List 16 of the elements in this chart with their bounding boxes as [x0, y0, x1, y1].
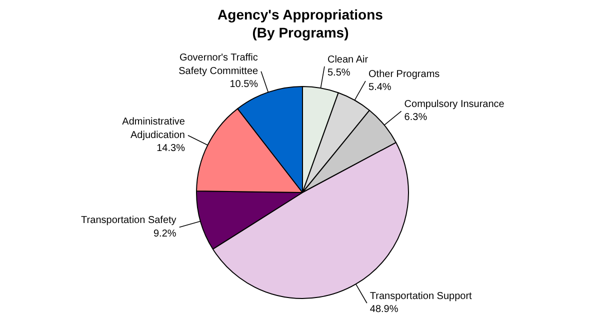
chart-title: Agency's Appropriations: [218, 6, 384, 22]
data-label: 6.3%: [404, 112, 428, 124]
slice-label: Transportation Support: [370, 291, 472, 302]
data-label: 5.5%: [327, 68, 350, 78]
data-label: 5.4%: [368, 82, 392, 94]
data-label: 14.3%: [156, 143, 186, 154]
slice-label: Compulsory Insurance: [404, 99, 505, 110]
data-label: 48.9%: [370, 304, 398, 316]
data-label: 9.2%: [154, 228, 176, 240]
slice-label: Clean Air: [327, 54, 369, 66]
data-label: 10.5%: [230, 79, 258, 90]
slice-label: Other Programs: [368, 68, 440, 80]
slice-label: Transportation Safety: [81, 215, 176, 226]
slice-label: Administrative Adjudication: [122, 116, 186, 141]
chart-subtitle: (By Programs): [252, 24, 349, 40]
slice-label: Governor's Traffic Safety Committee: [178, 52, 259, 77]
